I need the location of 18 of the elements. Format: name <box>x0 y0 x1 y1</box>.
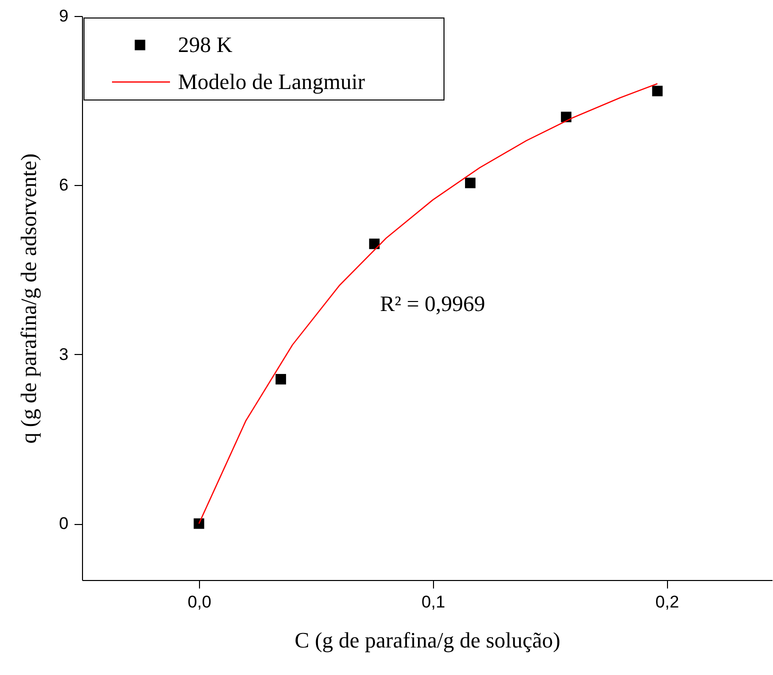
y-axis-title: q (g de parafina/g de adsorvente) <box>16 153 42 444</box>
x-tick-label: 0,2 <box>655 592 680 612</box>
y-tick-label: 9 <box>59 6 68 26</box>
x-tick-label: 0,1 <box>422 592 446 612</box>
y-tick-label: 6 <box>59 176 68 195</box>
x-tick-label: 0,0 <box>188 592 212 612</box>
point <box>652 86 663 96</box>
x-axis-title: C (g de parafina/g de solução) <box>294 628 560 652</box>
point <box>276 374 286 384</box>
point <box>465 178 476 188</box>
legend-label: Modelo de Langmuir <box>178 69 366 94</box>
point <box>560 112 572 122</box>
y-tick-label: 3 <box>59 344 68 364</box>
point <box>369 238 380 250</box>
legend-label: 298 K <box>178 32 232 57</box>
annotation: R² = 0,9969 <box>380 291 486 316</box>
y-tick-label: 0 <box>59 514 68 534</box>
point <box>194 518 204 529</box>
